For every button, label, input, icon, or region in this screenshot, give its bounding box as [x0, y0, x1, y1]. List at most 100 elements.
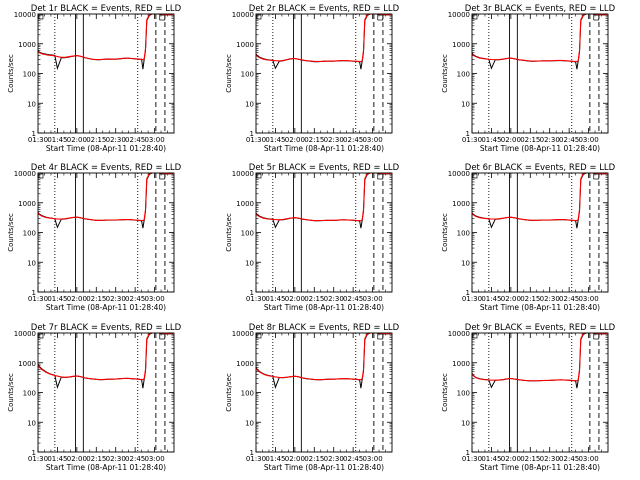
series-line-lld: [471, 13, 607, 63]
x-tick-label: 02:00: [501, 136, 521, 144]
x-tick-label: 03:00: [144, 295, 164, 303]
x-tick-label: 02:30: [540, 136, 560, 144]
plot-frame: [37, 13, 175, 134]
x-tick-label: 03:00: [362, 136, 382, 144]
y-axis-label: Counts/sec: [441, 213, 449, 252]
x-tick-label: 02:15: [86, 455, 106, 463]
x-axis-label: Start Time (08-Apr-11 01:28:40): [46, 144, 166, 153]
y-tick-label: 1000: [18, 41, 36, 49]
y-tick-label: 10000: [448, 11, 470, 19]
x-tick-label: 02:00: [67, 136, 87, 144]
panel-det-6r: Det 6r BLACK = Events, RED = LLD 1 10 100 10…: [441, 163, 616, 312]
plot-frame: [255, 332, 393, 453]
marker-square: [256, 14, 262, 20]
panel-det-7r: Det 7r BLACK = Events, RED = LLD 1 10 100 10…: [7, 323, 182, 472]
x-axis-label: Start Time (08-Apr-11 01:28:40): [264, 144, 384, 153]
y-tick-label: 10: [461, 100, 470, 108]
panel-title: Det 3r BLACK = Events, RED = LLD: [465, 4, 616, 14]
marker-square: [159, 14, 166, 21]
x-tick-label: 01:45: [481, 136, 501, 144]
x-tick-label: 02:15: [86, 295, 106, 303]
x-tick-label: 02:45: [559, 136, 579, 144]
x-axis-label: Start Time (08-Apr-11 01:28:40): [264, 463, 384, 472]
y-tick-label: 10000: [232, 170, 254, 178]
x-tick-label: 02:00: [67, 455, 87, 463]
x-tick-label: 01:45: [47, 295, 67, 303]
y-tick-label: 10000: [232, 330, 254, 338]
x-tick-label: 02:30: [324, 136, 344, 144]
y-tick-label: 1000: [452, 200, 470, 208]
x-tick-label: 01:45: [481, 455, 501, 463]
x-tick-label: 02:00: [285, 295, 305, 303]
x-tick-label: 01:30: [246, 455, 266, 463]
x-tick-label: 02:45: [343, 295, 363, 303]
x-tick-label: 03:00: [362, 455, 382, 463]
x-tick-label: 02:45: [559, 455, 579, 463]
plot-frame: [471, 13, 609, 134]
marker-square: [472, 173, 478, 179]
plot-frame: [37, 332, 175, 453]
x-tick-label: 02:15: [520, 295, 540, 303]
x-tick-label: 02:00: [285, 136, 305, 144]
series-line-lld: [471, 172, 607, 222]
x-tick-label: 03:00: [578, 295, 598, 303]
panel-title: Det 5r BLACK = Events, RED = LLD: [249, 163, 400, 173]
panel-title: Det 7r BLACK = Events, RED = LLD: [31, 323, 182, 333]
y-tick-label: 10000: [14, 11, 36, 19]
x-tick-label: 02:45: [125, 295, 145, 303]
plot-frame: [37, 172, 175, 293]
y-tick-label: 100: [23, 390, 36, 398]
panel-det-3r: Det 3r BLACK = Events, RED = LLD 1 10 100 10…: [441, 4, 616, 153]
y-tick-label: 10: [27, 419, 36, 427]
marker-square: [38, 173, 44, 179]
plot-frame: [471, 172, 609, 293]
x-tick-label: 02:15: [520, 136, 540, 144]
panel-det-5r: Det 5r BLACK = Events, RED = LLD 1 10 100 10…: [225, 163, 400, 312]
y-axis-label: Counts/sec: [7, 54, 15, 93]
y-tick-label: 1: [466, 449, 470, 457]
y-tick-label: 100: [457, 390, 470, 398]
y-tick-label: 100: [241, 390, 254, 398]
x-tick-label: 01:30: [28, 295, 48, 303]
y-tick-label: 100: [457, 230, 470, 238]
x-tick-label: 01:30: [462, 136, 482, 144]
y-tick-label: 10: [245, 419, 254, 427]
x-tick-label: 02:30: [540, 455, 560, 463]
y-tick-label: 10000: [14, 170, 36, 178]
x-axis-label: Start Time (08-Apr-11 01:28:40): [480, 303, 600, 312]
marker-square: [472, 333, 478, 339]
y-tick-label: 1: [250, 289, 254, 297]
y-tick-label: 100: [241, 230, 254, 238]
panel-det-2r: Det 2r BLACK = Events, RED = LLD 1 10 100 10…: [225, 4, 400, 153]
series-line-events: [37, 332, 173, 390]
marker-square: [593, 14, 600, 21]
panel-det-8r: Det 8r BLACK = Events, RED = LLD 1 10 100 10…: [225, 323, 400, 472]
x-tick-label: 02:30: [540, 295, 560, 303]
y-tick-label: 10: [461, 419, 470, 427]
y-axis-label: Counts/sec: [225, 213, 233, 252]
y-tick-label: 10000: [232, 11, 254, 19]
x-tick-label: 02:45: [343, 136, 363, 144]
y-tick-label: 1: [466, 289, 470, 297]
y-tick-label: 1000: [236, 200, 254, 208]
y-tick-label: 100: [457, 71, 470, 79]
x-tick-label: 01:30: [246, 136, 266, 144]
x-tick-label: 02:00: [501, 455, 521, 463]
y-tick-label: 10: [27, 259, 36, 267]
x-tick-label: 02:30: [106, 295, 126, 303]
marker-square: [377, 173, 384, 180]
y-tick-label: 1: [32, 449, 36, 457]
y-tick-label: 10: [245, 100, 254, 108]
y-tick-label: 1000: [236, 41, 254, 49]
y-tick-label: 1000: [452, 360, 470, 368]
y-axis-label: Counts/sec: [7, 213, 15, 252]
x-tick-label: 02:00: [285, 455, 305, 463]
x-tick-label: 01:45: [265, 295, 285, 303]
y-tick-label: 10: [245, 259, 254, 267]
x-axis-label: Start Time (08-Apr-11 01:28:40): [264, 303, 384, 312]
x-tick-label: 01:30: [28, 136, 48, 144]
x-tick-label: 02:30: [106, 136, 126, 144]
x-tick-label: 03:00: [578, 455, 598, 463]
x-axis-label: Start Time (08-Apr-11 01:28:40): [480, 144, 600, 153]
y-tick-label: 10: [27, 100, 36, 108]
